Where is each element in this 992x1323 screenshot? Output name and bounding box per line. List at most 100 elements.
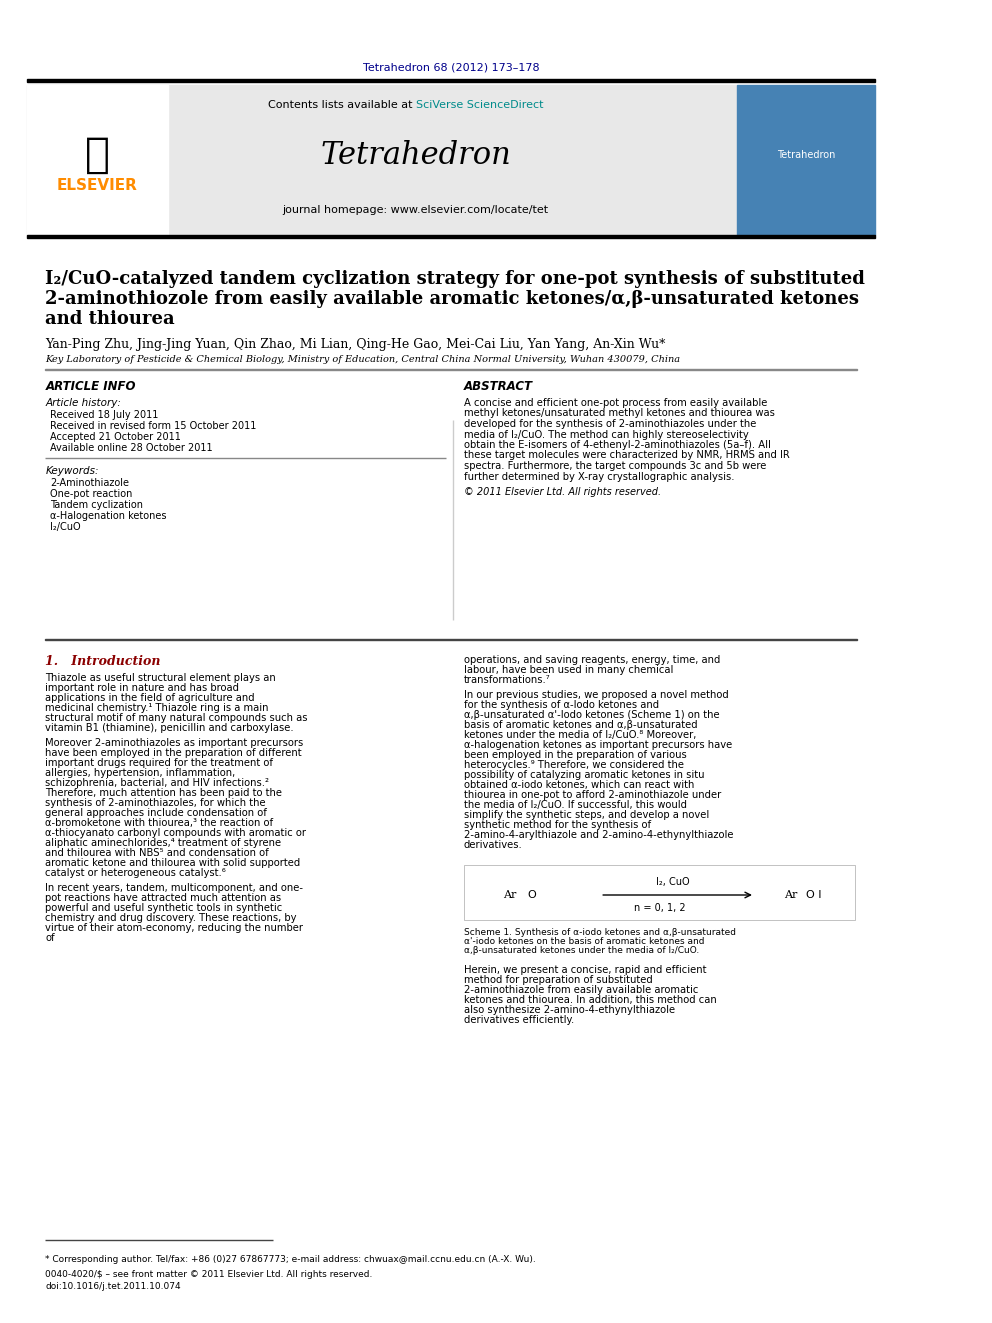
- Text: ketones under the media of I₂/CuO.⁸ Moreover,: ketones under the media of I₂/CuO.⁸ More…: [464, 730, 696, 740]
- Bar: [737, 85, 875, 235]
- Text: and thiourea: and thiourea: [46, 310, 176, 328]
- Text: 2-aminothiazole from easily available aromatic: 2-aminothiazole from easily available ar…: [464, 986, 698, 995]
- Bar: [28, 85, 169, 235]
- Text: aromatic ketone and thilourea with solid supported: aromatic ketone and thilourea with solid…: [46, 859, 301, 868]
- Text: aliphatic aminechlorides,⁴ treatment of styrene: aliphatic aminechlorides,⁴ treatment of …: [46, 837, 282, 848]
- Bar: [464, 865, 855, 919]
- Text: 0040-4020/$ – see front matter © 2011 Elsevier Ltd. All rights reserved.: 0040-4020/$ – see front matter © 2011 El…: [46, 1270, 373, 1279]
- Text: © 2011 Elsevier Ltd. All rights reserved.: © 2011 Elsevier Ltd. All rights reserved…: [464, 487, 661, 497]
- Text: 🌳: 🌳: [84, 134, 110, 176]
- Text: thiourea in one-pot to afford 2-aminothiazole under: thiourea in one-pot to afford 2-aminothi…: [464, 790, 721, 800]
- Text: vitamin B1 (thiamine), penicillin and carboxylase.: vitamin B1 (thiamine), penicillin and ca…: [46, 722, 294, 733]
- Text: Tetrahedron: Tetrahedron: [777, 149, 835, 160]
- Text: method for preparation of substituted: method for preparation of substituted: [464, 975, 653, 986]
- Text: α-bromoketone with thiourea,³ the reaction of: α-bromoketone with thiourea,³ the reacti…: [46, 818, 274, 828]
- Text: α-thiocyanato carbonyl compounds with aromatic or: α-thiocyanato carbonyl compounds with ar…: [46, 828, 307, 837]
- Text: α-Halogenation ketones: α-Halogenation ketones: [50, 511, 167, 521]
- Text: ketones and thiourea. In addition, this method can: ketones and thiourea. In addition, this …: [464, 995, 716, 1005]
- Text: * Corresponding author. Tel/fax: +86 (0)27 67867773; e-mail address: chwuax@mail: * Corresponding author. Tel/fax: +86 (0)…: [46, 1256, 537, 1263]
- Text: Tandem cyclization: Tandem cyclization: [50, 500, 143, 509]
- Text: schizophrenia, bacterial, and HIV infections.²: schizophrenia, bacterial, and HIV infect…: [46, 778, 270, 789]
- Text: SciVerse ScienceDirect: SciVerse ScienceDirect: [416, 101, 543, 110]
- Bar: [28, 85, 737, 235]
- Text: α'-iodo ketones on the basis of aromatic ketones and: α'-iodo ketones on the basis of aromatic…: [464, 937, 704, 946]
- Text: Received in revised form 15 October 2011: Received in revised form 15 October 2011: [50, 421, 256, 431]
- Text: 2-aminothiozole from easily available aromatic ketones/α,β-unsaturated ketones: 2-aminothiozole from easily available ar…: [46, 290, 859, 308]
- Text: doi:10.1016/j.tet.2011.10.074: doi:10.1016/j.tet.2011.10.074: [46, 1282, 182, 1291]
- Text: also synthesize 2-amino-4-ethynylthiazole: also synthesize 2-amino-4-ethynylthiazol…: [464, 1005, 675, 1015]
- Text: O: O: [528, 890, 537, 900]
- Text: synthesis of 2-aminothiazoles, for which the: synthesis of 2-aminothiazoles, for which…: [46, 798, 266, 808]
- Text: applications in the field of agriculture and: applications in the field of agriculture…: [46, 693, 255, 703]
- Text: virtue of their atom-economy, reducing the number: virtue of their atom-economy, reducing t…: [46, 923, 304, 933]
- Text: heterocycles.⁹ Therefore, we considered the: heterocycles.⁹ Therefore, we considered …: [464, 759, 683, 770]
- Text: n = 0, 1, 2: n = 0, 1, 2: [634, 904, 685, 913]
- Text: chemistry and drug discovery. These reactions, by: chemistry and drug discovery. These reac…: [46, 913, 297, 923]
- Text: Keywords:: Keywords:: [46, 466, 99, 476]
- Text: α-halogenation ketones as important precursors have: α-halogenation ketones as important prec…: [464, 740, 732, 750]
- Text: Scheme 1. Synthesis of α-iodo ketones and α,β-unsaturated: Scheme 1. Synthesis of α-iodo ketones an…: [464, 927, 736, 937]
- Text: derivatives.: derivatives.: [464, 840, 523, 849]
- Text: In recent years, tandem, multicomponent, and one-: In recent years, tandem, multicomponent,…: [46, 882, 304, 893]
- Text: of: of: [46, 933, 56, 943]
- Text: I₂, CuO: I₂, CuO: [656, 877, 689, 886]
- Text: important role in nature and has broad: important role in nature and has broad: [46, 683, 239, 693]
- Text: Tetrahedron: Tetrahedron: [320, 139, 511, 171]
- Text: 1.   Introduction: 1. Introduction: [46, 655, 161, 668]
- Text: obtained α-iodo ketones, which can react with: obtained α-iodo ketones, which can react…: [464, 781, 694, 790]
- Text: 2-amino-4-arylthiazole and 2-amino-4-ethynylthiazole: 2-amino-4-arylthiazole and 2-amino-4-eth…: [464, 830, 733, 840]
- Text: Moreover 2-aminothiazoles as important precursors: Moreover 2-aminothiazoles as important p…: [46, 738, 304, 747]
- Text: possibility of catalyzing aromatic ketones in situ: possibility of catalyzing aromatic keton…: [464, 770, 704, 781]
- Text: ARTICLE INFO: ARTICLE INFO: [46, 380, 136, 393]
- Text: simplify the synthetic steps, and develop a novel: simplify the synthetic steps, and develo…: [464, 810, 709, 820]
- Text: these target molecules were characterized by NMR, HRMS and IR: these target molecules were characterize…: [464, 451, 790, 460]
- Text: have been employed in the preparation of different: have been employed in the preparation of…: [46, 747, 303, 758]
- Text: 2-Aminothiazole: 2-Aminothiazole: [50, 478, 129, 488]
- Text: structural motif of many natural compounds such as: structural motif of many natural compoun…: [46, 713, 308, 722]
- Text: I₂/CuO-catalyzed tandem cyclization strategy for one-pot synthesis of substitute: I₂/CuO-catalyzed tandem cyclization stra…: [46, 270, 865, 288]
- Text: Yan-Ping Zhu, Jing-Jing Yuan, Qin Zhao, Mi Lian, Qing-He Gao, Mei-Cai Liu, Yan Y: Yan-Ping Zhu, Jing-Jing Yuan, Qin Zhao, …: [46, 337, 666, 351]
- Text: Received 18 July 2011: Received 18 July 2011: [50, 410, 159, 419]
- Text: spectra. Furthermore, the target compounds 3c and 5b were: spectra. Furthermore, the target compoun…: [464, 460, 766, 471]
- Text: transformations.⁷: transformations.⁷: [464, 675, 551, 685]
- Text: further determined by X-ray crystallographic analysis.: further determined by X-ray crystallogra…: [464, 471, 734, 482]
- Text: synthetic method for the synthesis of: synthetic method for the synthesis of: [464, 820, 651, 830]
- Text: the media of I₂/CuO. If successful, this would: the media of I₂/CuO. If successful, this…: [464, 800, 686, 810]
- Text: operations, and saving reagents, energy, time, and: operations, and saving reagents, energy,…: [464, 655, 720, 665]
- Text: obtain the E-isomers of 4-ethenyl-2-aminothiazoles (5a–f). All: obtain the E-isomers of 4-ethenyl-2-amin…: [464, 441, 771, 450]
- Text: general approaches include condensation of: general approaches include condensation …: [46, 808, 268, 818]
- Text: pot reactions have attracted much attention as: pot reactions have attracted much attent…: [46, 893, 282, 904]
- Text: important drugs required for the treatment of: important drugs required for the treatme…: [46, 758, 274, 767]
- Text: been employed in the preparation of various: been employed in the preparation of vari…: [464, 750, 686, 759]
- Text: media of I₂/CuO. The method can highly stereoselectivity: media of I₂/CuO. The method can highly s…: [464, 430, 749, 439]
- Text: Article history:: Article history:: [46, 398, 121, 407]
- Text: Available online 28 October 2011: Available online 28 October 2011: [50, 443, 212, 452]
- Text: medicinal chemistry.¹ Thiazole ring is a main: medicinal chemistry.¹ Thiazole ring is a…: [46, 703, 269, 713]
- Text: basis of aromatic ketones and α,β-unsaturated: basis of aromatic ketones and α,β-unsatu…: [464, 720, 697, 730]
- Text: ABSTRACT: ABSTRACT: [464, 380, 533, 393]
- Text: powerful and useful synthetic tools in synthetic: powerful and useful synthetic tools in s…: [46, 904, 283, 913]
- Text: and thilourea with NBS⁵ and condensation of: and thilourea with NBS⁵ and condensation…: [46, 848, 269, 859]
- Text: α,β-unsaturated α'-Iodo ketones (Scheme 1) on the: α,β-unsaturated α'-Iodo ketones (Scheme …: [464, 710, 719, 720]
- Text: Tetrahedron 68 (2012) 173–178: Tetrahedron 68 (2012) 173–178: [363, 64, 540, 73]
- Bar: [28, 235, 875, 238]
- Text: Ar: Ar: [785, 890, 798, 900]
- Text: α,β-unsaturated ketones under the media of I₂/CuO.: α,β-unsaturated ketones under the media …: [464, 946, 699, 955]
- Text: ELSEVIER: ELSEVIER: [57, 177, 138, 193]
- Bar: [28, 79, 875, 82]
- Text: Therefore, much attention has been paid to the: Therefore, much attention has been paid …: [46, 789, 283, 798]
- Text: developed for the synthesis of 2-aminothiazoles under the: developed for the synthesis of 2-aminoth…: [464, 419, 756, 429]
- Text: A concise and efficient one-pot process from easily available: A concise and efficient one-pot process …: [464, 398, 767, 407]
- Text: In our previous studies, we proposed a novel method: In our previous studies, we proposed a n…: [464, 691, 728, 700]
- Text: Contents lists available at: Contents lists available at: [268, 101, 416, 110]
- Text: for the synthesis of α-Iodo ketones and: for the synthesis of α-Iodo ketones and: [464, 700, 659, 710]
- Text: derivatives efficiently.: derivatives efficiently.: [464, 1015, 574, 1025]
- Text: catalyst or heterogeneous catalyst.⁶: catalyst or heterogeneous catalyst.⁶: [46, 868, 226, 878]
- Text: I₂/CuO: I₂/CuO: [50, 523, 80, 532]
- Text: Ar: Ar: [503, 890, 516, 900]
- Text: Key Laboratory of Pesticide & Chemical Biology, Ministry of Education, Central C: Key Laboratory of Pesticide & Chemical B…: [46, 355, 681, 364]
- Text: Herein, we present a concise, rapid and efficient: Herein, we present a concise, rapid and …: [464, 964, 706, 975]
- Text: One-pot reaction: One-pot reaction: [50, 490, 132, 499]
- Text: journal homepage: www.elsevier.com/locate/tet: journal homepage: www.elsevier.com/locat…: [283, 205, 549, 216]
- Text: methyl ketones/unsaturated methyl ketones and thiourea was: methyl ketones/unsaturated methyl ketone…: [464, 409, 775, 418]
